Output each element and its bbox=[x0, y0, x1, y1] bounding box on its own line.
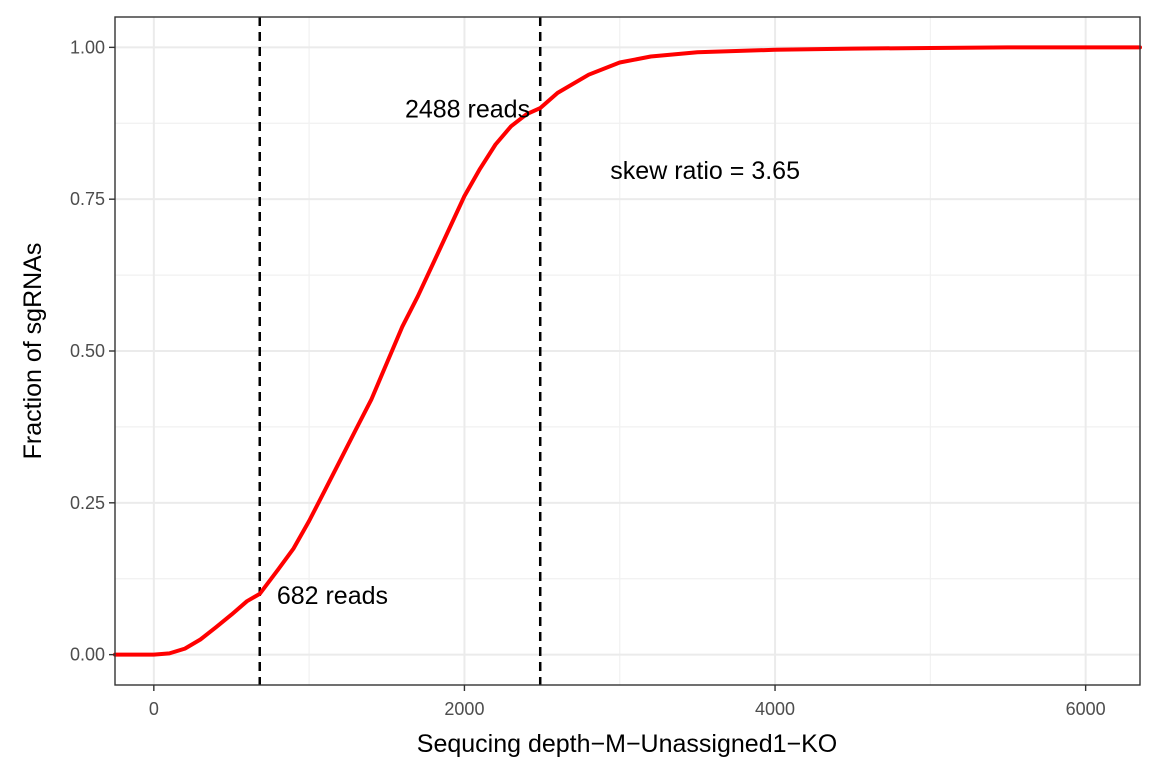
y-tick-label: 0.25 bbox=[70, 493, 105, 513]
y-tick-label: 0.75 bbox=[70, 189, 105, 209]
annotation-label: skew ratio = 3.65 bbox=[610, 157, 800, 185]
series-line bbox=[113, 45, 1142, 657]
y-tick-label: 0.50 bbox=[70, 341, 105, 361]
annotation-label: 2488 reads bbox=[405, 96, 530, 124]
y-axis-title: Fraction of sgRNAs bbox=[19, 243, 47, 460]
grid-lines bbox=[115, 17, 1140, 685]
annotation-label: 682 reads bbox=[277, 582, 388, 610]
series-layer bbox=[113, 45, 1142, 657]
annotations: 682 reads 2488 reads skew ratio = 3.65 bbox=[277, 96, 800, 610]
x-axis-title: Sequcing depth−M−Unassigned1−KO bbox=[417, 730, 837, 758]
y-tick-label: 1.00 bbox=[70, 37, 105, 57]
y-tick-label: 0.00 bbox=[70, 645, 105, 665]
x-tick-label: 4000 bbox=[755, 699, 795, 719]
threshold-lines bbox=[258, 17, 542, 685]
x-tick-label: 0 bbox=[149, 699, 159, 719]
x-tick-label: 2000 bbox=[444, 699, 484, 719]
axis-ticks: 0 2000 4000 6000 0.00 0.25 0.50 0.75 1.00 bbox=[70, 37, 1106, 719]
x-tick-label: 6000 bbox=[1066, 699, 1106, 719]
